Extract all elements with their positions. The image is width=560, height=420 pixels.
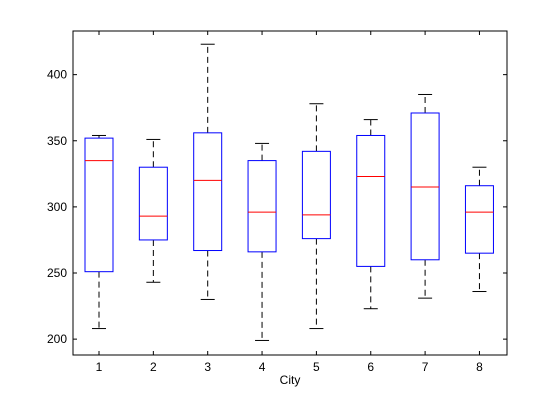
box-group-city-5 <box>301 103 331 330</box>
x-tick-label: 4 <box>259 360 266 374</box>
x-tick-label: 3 <box>204 360 211 374</box>
iqr-box <box>84 137 114 273</box>
iqr-box <box>138 166 168 241</box>
box-group-city-1 <box>84 134 114 330</box>
iqr-box <box>247 160 277 253</box>
boxes-layer <box>84 43 494 341</box>
x-axis-ticks: 1 2 3 4 5 6 7 8 <box>96 31 483 374</box>
x-tick-label: 1 <box>96 360 103 374</box>
box-group-city-7 <box>410 93 440 299</box>
box-group-city-3 <box>193 43 223 300</box>
y-axis-ticks: 200 250 300 350 400 <box>47 68 507 346</box>
iqr-box <box>464 185 494 254</box>
iqr-box <box>410 112 440 261</box>
y-tick-label: 400 <box>47 68 67 82</box>
x-tick-label: 6 <box>367 360 374 374</box>
y-tick-label: 200 <box>47 332 67 346</box>
plot-area <box>72 30 508 356</box>
box-group-city-8 <box>464 166 494 293</box>
x-tick-label: 2 <box>150 360 157 374</box>
y-tick-label: 300 <box>47 200 67 214</box>
x-tick-label: 5 <box>313 360 320 374</box>
iqr-box <box>193 132 223 252</box>
box-group-city-2 <box>138 138 168 283</box>
box-group-city-4 <box>247 142 277 341</box>
y-tick-label: 250 <box>47 266 67 280</box>
box-group-city-6 <box>356 119 386 310</box>
x-tick-label: 7 <box>422 360 429 374</box>
x-axis-label: City <box>280 373 301 387</box>
iqr-box <box>356 134 386 267</box>
y-tick-label: 350 <box>47 134 67 148</box>
iqr-box <box>301 150 331 240</box>
x-tick-label: 8 <box>476 360 483 374</box>
